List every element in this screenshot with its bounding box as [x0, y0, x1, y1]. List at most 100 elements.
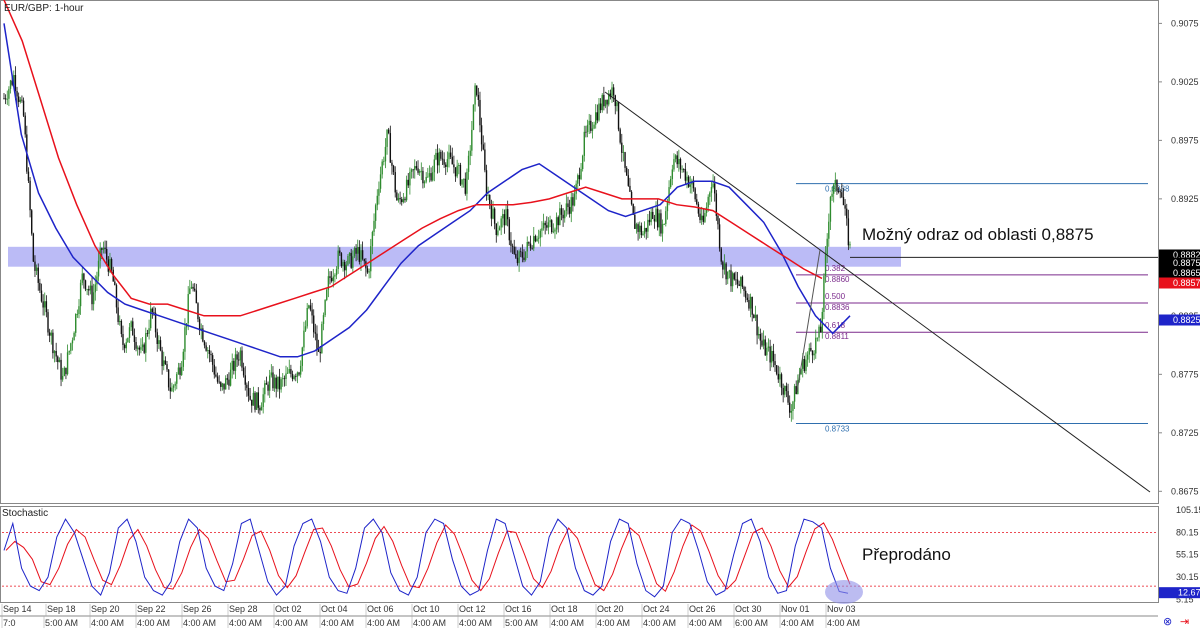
- candle-body: [241, 350, 243, 368]
- candle-body: [60, 359, 62, 380]
- candle-body: [194, 288, 196, 291]
- candle-body: [370, 246, 372, 272]
- candle-body: [223, 383, 225, 390]
- candle-body: [559, 208, 561, 226]
- candle-body: [738, 284, 740, 286]
- candle-body: [805, 359, 807, 371]
- candle-body: [125, 342, 127, 349]
- candle-body: [202, 328, 204, 342]
- candle-body: [758, 334, 760, 336]
- candle-body: [233, 360, 235, 371]
- candle-body: [451, 156, 453, 165]
- candle-body: [133, 335, 136, 343]
- candle-body: [673, 159, 675, 170]
- candle-body: [782, 387, 784, 395]
- link-icon[interactable]: ⊗: [1163, 615, 1172, 628]
- candle-body: [86, 289, 88, 290]
- candle-body: [430, 173, 432, 181]
- price-tag: [1159, 249, 1200, 261]
- candle-body: [759, 334, 762, 341]
- candle-body: [330, 277, 333, 282]
- candle-body: [596, 112, 599, 121]
- candle-body: [570, 197, 572, 214]
- candle-body: [433, 159, 436, 173]
- candle-body: [132, 321, 134, 336]
- candle-body: [236, 354, 238, 360]
- candle-body: [539, 230, 541, 238]
- date-tick-label: Sep 20: [91, 604, 120, 614]
- candle-body: [61, 375, 64, 380]
- candle-body: [224, 378, 227, 390]
- candle-body: [50, 332, 52, 336]
- candle-body: [686, 176, 688, 181]
- candle-body: [44, 301, 46, 308]
- fib-price-label: 0.8733: [825, 424, 850, 433]
- candle-body: [637, 224, 639, 232]
- candle-body: [197, 303, 199, 320]
- candle-body: [47, 312, 49, 333]
- candle-body: [441, 158, 444, 160]
- candle-body: [714, 183, 716, 194]
- stochastic-tick-label: 55.15: [1176, 550, 1199, 560]
- candle-body: [428, 173, 431, 177]
- time-tick-label: 4:00 AM: [643, 618, 676, 628]
- candle-body: [378, 188, 380, 196]
- candle-body: [498, 227, 501, 231]
- candle-body: [751, 296, 753, 315]
- candle-body: [88, 289, 90, 291]
- candle-body: [293, 376, 295, 379]
- candle-body: [229, 369, 232, 386]
- candle-body: [513, 246, 515, 254]
- candle-body: [647, 219, 649, 232]
- candle-body: [63, 367, 66, 376]
- candle-body: [163, 360, 165, 367]
- candle-body: [37, 267, 39, 283]
- candle-body: [102, 247, 105, 250]
- candle-body: [326, 289, 328, 301]
- candle-body: [564, 210, 566, 219]
- candle-body: [122, 334, 124, 345]
- candle-body: [595, 112, 597, 125]
- candle-body: [777, 373, 779, 380]
- candle-body: [718, 224, 721, 249]
- candle-body: [619, 129, 621, 143]
- price-tag-label: 0.8825: [1173, 315, 1200, 325]
- candle-body: [301, 347, 304, 366]
- candle-body: [793, 386, 796, 402]
- candle-body: [785, 385, 788, 392]
- candle-body: [180, 366, 183, 376]
- candle-body: [762, 339, 765, 346]
- candle-body: [454, 167, 457, 177]
- price-tick-label: 0.8675: [1171, 486, 1199, 496]
- candle-body: [176, 374, 178, 384]
- forward-icon[interactable]: ⇥: [1180, 615, 1189, 628]
- candle-body: [190, 286, 193, 289]
- candle-body: [710, 187, 713, 193]
- candle-body: [146, 333, 149, 334]
- candle-body: [717, 215, 719, 225]
- candle-body: [474, 85, 476, 105]
- candle-body: [658, 213, 660, 228]
- candle-body: [148, 328, 150, 334]
- candle-body: [696, 199, 698, 205]
- candle-body: [700, 215, 703, 221]
- date-tick-label: Oct 06: [367, 604, 394, 614]
- candle-body: [741, 276, 744, 288]
- candle-body: [834, 180, 837, 185]
- stochastic-tick-label: 5.15: [1176, 594, 1194, 604]
- candle-body: [524, 251, 527, 261]
- candle-body: [471, 129, 473, 151]
- candle-body: [55, 350, 57, 357]
- candle-body: [624, 152, 626, 168]
- candle-body: [458, 164, 460, 166]
- time-tick-label: 4:00 AM: [229, 618, 262, 628]
- candle-body: [635, 224, 638, 229]
- candle-body: [666, 201, 669, 212]
- candle-body: [459, 164, 462, 185]
- moving-average-blue: [3, 23, 851, 358]
- candle-body: [541, 228, 543, 231]
- fib-ratio-label: 0.382: [825, 264, 846, 273]
- candle-body: [138, 347, 140, 350]
- fib-ratio-label: 0.618: [825, 321, 846, 330]
- candle-body: [599, 103, 602, 111]
